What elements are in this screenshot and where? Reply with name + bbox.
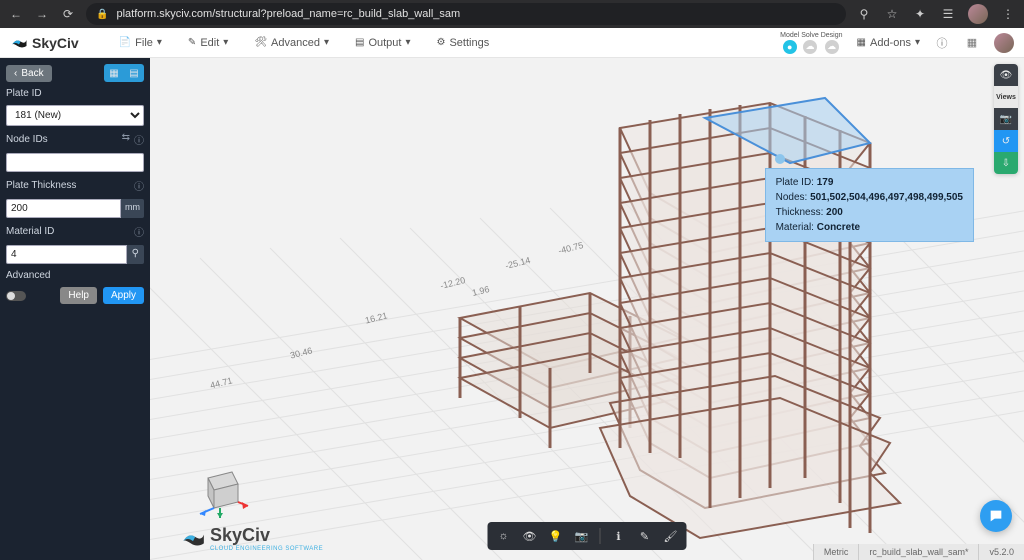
right-toolbar: 👁 Views 📷 ↺ ⇩ <box>994 64 1018 174</box>
node-ids-input[interactable] <box>6 153 144 172</box>
info-icon[interactable]: ⓘ <box>134 132 144 147</box>
grid-icon: ▦ <box>857 37 866 48</box>
file-icon: 📄 <box>119 37 131 48</box>
pencil-icon: ✎ <box>188 37 196 48</box>
lock-icon: 🔒 <box>96 9 108 20</box>
status-version: v5.2.0 <box>978 544 1024 560</box>
model-render <box>150 58 1024 560</box>
render-mode-icon[interactable]: ☼ <box>492 526 516 546</box>
nav-back-icon[interactable]: ← <box>8 6 24 22</box>
viewport-3d[interactable]: 44.71 30.46 16.21 -12.20 1.96 -25.14 -40… <box>150 58 1024 560</box>
menu-file[interactable]: 📄File▾ <box>119 37 162 49</box>
toggle-table-icon[interactable]: ▤ <box>124 64 144 82</box>
lightbulb-icon[interactable]: 💡 <box>544 526 568 546</box>
apps-icon[interactable]: ▦ <box>964 35 980 51</box>
gear-icon: ⚙ <box>437 37 446 48</box>
chevron-down-icon: ▾ <box>157 37 162 48</box>
snapshot-icon[interactable]: 📷 <box>570 526 594 546</box>
eye-icon[interactable]: 👁 <box>994 64 1018 86</box>
browser-chrome: ← → ⟳ 🔒 platform.skyciv.com/structural?p… <box>0 0 1024 28</box>
star-icon[interactable]: ☆ <box>884 6 900 22</box>
menu-settings[interactable]: ⚙Settings <box>437 37 490 49</box>
browser-avatar[interactable] <box>968 4 988 24</box>
advanced-toggle[interactable] <box>6 291 26 301</box>
status-bar: Metric rc_build_slab_wall_sam* v5.2.0 <box>813 544 1024 560</box>
info-icon[interactable]: ⓘ <box>134 224 144 239</box>
info-icon[interactable]: ⓘ <box>134 178 144 193</box>
label-node-ids: Node IDs <box>6 134 48 145</box>
help-button[interactable]: Help <box>60 287 97 304</box>
undo-icon[interactable]: ↺ <box>994 130 1018 152</box>
sidebar: ‹Back ▦ ▤ Plate ID 181 (New) Node IDs⇆ⓘ … <box>0 58 150 560</box>
views-button[interactable]: Views <box>994 86 1018 108</box>
search-icon[interactable]: ⚲ <box>856 6 872 22</box>
brand-name: SkyCiv <box>32 35 79 51</box>
link-icon[interactable]: ⇆ <box>122 132 130 147</box>
watermark: SkyCiv CLOUD ENGINEERING SOFTWARE <box>180 525 323 552</box>
camera-icon[interactable]: 📷 <box>994 108 1018 130</box>
kebab-icon[interactable]: ⋮ <box>1000 6 1016 22</box>
chevron-down-icon: ▾ <box>405 37 410 48</box>
material-input[interactable] <box>6 245 127 264</box>
menu-addons[interactable]: ▦Add-ons▾ <box>857 37 920 49</box>
help-icon[interactable]: ⓘ <box>934 35 950 51</box>
plate-id-select[interactable]: 181 (New) <box>6 105 144 126</box>
watermark-name: SkyCiv <box>210 525 323 546</box>
chevron-down-icon: ▾ <box>324 37 329 48</box>
label-advanced: Advanced <box>6 270 50 281</box>
thickness-unit: mm <box>121 199 144 218</box>
back-button[interactable]: ‹Back <box>6 65 52 82</box>
plate-tooltip: Plate ID: 179 Nodes: 501,502,504,496,497… <box>765 168 974 242</box>
toggle-card-icon[interactable]: ▦ <box>104 64 124 82</box>
material-search-icon[interactable]: ⚲ <box>127 245 144 264</box>
visibility-icon[interactable]: 👁 <box>518 526 542 546</box>
url-bar[interactable]: 🔒 platform.skyciv.com/structural?preload… <box>86 3 846 25</box>
extension-icon[interactable]: ✦ <box>912 6 928 22</box>
app-logo[interactable]: SkyCiv <box>10 34 79 52</box>
label-thickness: Plate Thickness <box>6 180 76 191</box>
orientation-cube[interactable] <box>190 460 250 520</box>
status-units[interactable]: Metric <box>813 544 859 560</box>
apply-button[interactable]: Apply <box>103 287 144 304</box>
menu-edit[interactable]: ✎Edit▾ <box>188 37 228 49</box>
cloud-status: Model● Solve☁ Design☁ <box>780 32 842 54</box>
brush-icon[interactable]: 🖌 <box>659 526 683 546</box>
chevron-down-icon: ▾ <box>915 37 920 48</box>
info-tool-icon[interactable]: ℹ <box>607 526 631 546</box>
watermark-tagline: CLOUD ENGINEERING SOFTWARE <box>210 546 323 552</box>
download-icon[interactable]: ⇩ <box>994 152 1018 174</box>
menu-output[interactable]: ▤Output▾ <box>355 37 411 49</box>
app-header: SkyCiv 📄File▾ ✎Edit▾ 🛠Advanced▾ ▤Output▾… <box>0 28 1024 58</box>
thickness-input[interactable] <box>6 199 121 218</box>
viewport-toolbar: ☼ 👁 💡 📷 ℹ ✎ 🖌 <box>488 522 687 550</box>
view-toggle[interactable]: ▦ ▤ <box>104 64 144 82</box>
pill-solve[interactable]: Solve☁ <box>801 32 819 54</box>
chat-button[interactable] <box>980 500 1012 532</box>
nav-forward-icon[interactable]: → <box>34 6 50 22</box>
wand-icon: 🛠 <box>254 37 267 48</box>
pill-model[interactable]: Model● <box>780 32 799 54</box>
chevron-left-icon: ‹ <box>14 68 17 79</box>
chevron-down-icon: ▾ <box>223 37 228 48</box>
output-icon: ▤ <box>355 37 364 48</box>
status-file: rc_build_slab_wall_sam* <box>858 544 978 560</box>
url-text: platform.skyciv.com/structural?preload_n… <box>116 8 460 20</box>
pill-design[interactable]: Design☁ <box>821 32 843 54</box>
nav-reload-icon[interactable]: ⟳ <box>60 6 76 22</box>
measure-icon[interactable]: ✎ <box>633 526 657 546</box>
label-plate-id: Plate ID <box>6 88 42 99</box>
user-avatar[interactable] <box>994 33 1014 53</box>
playlist-icon[interactable]: ☰ <box>940 6 956 22</box>
label-material: Material ID <box>6 226 54 237</box>
menu-advanced[interactable]: 🛠Advanced▾ <box>254 37 329 49</box>
selection-dot <box>775 154 785 164</box>
